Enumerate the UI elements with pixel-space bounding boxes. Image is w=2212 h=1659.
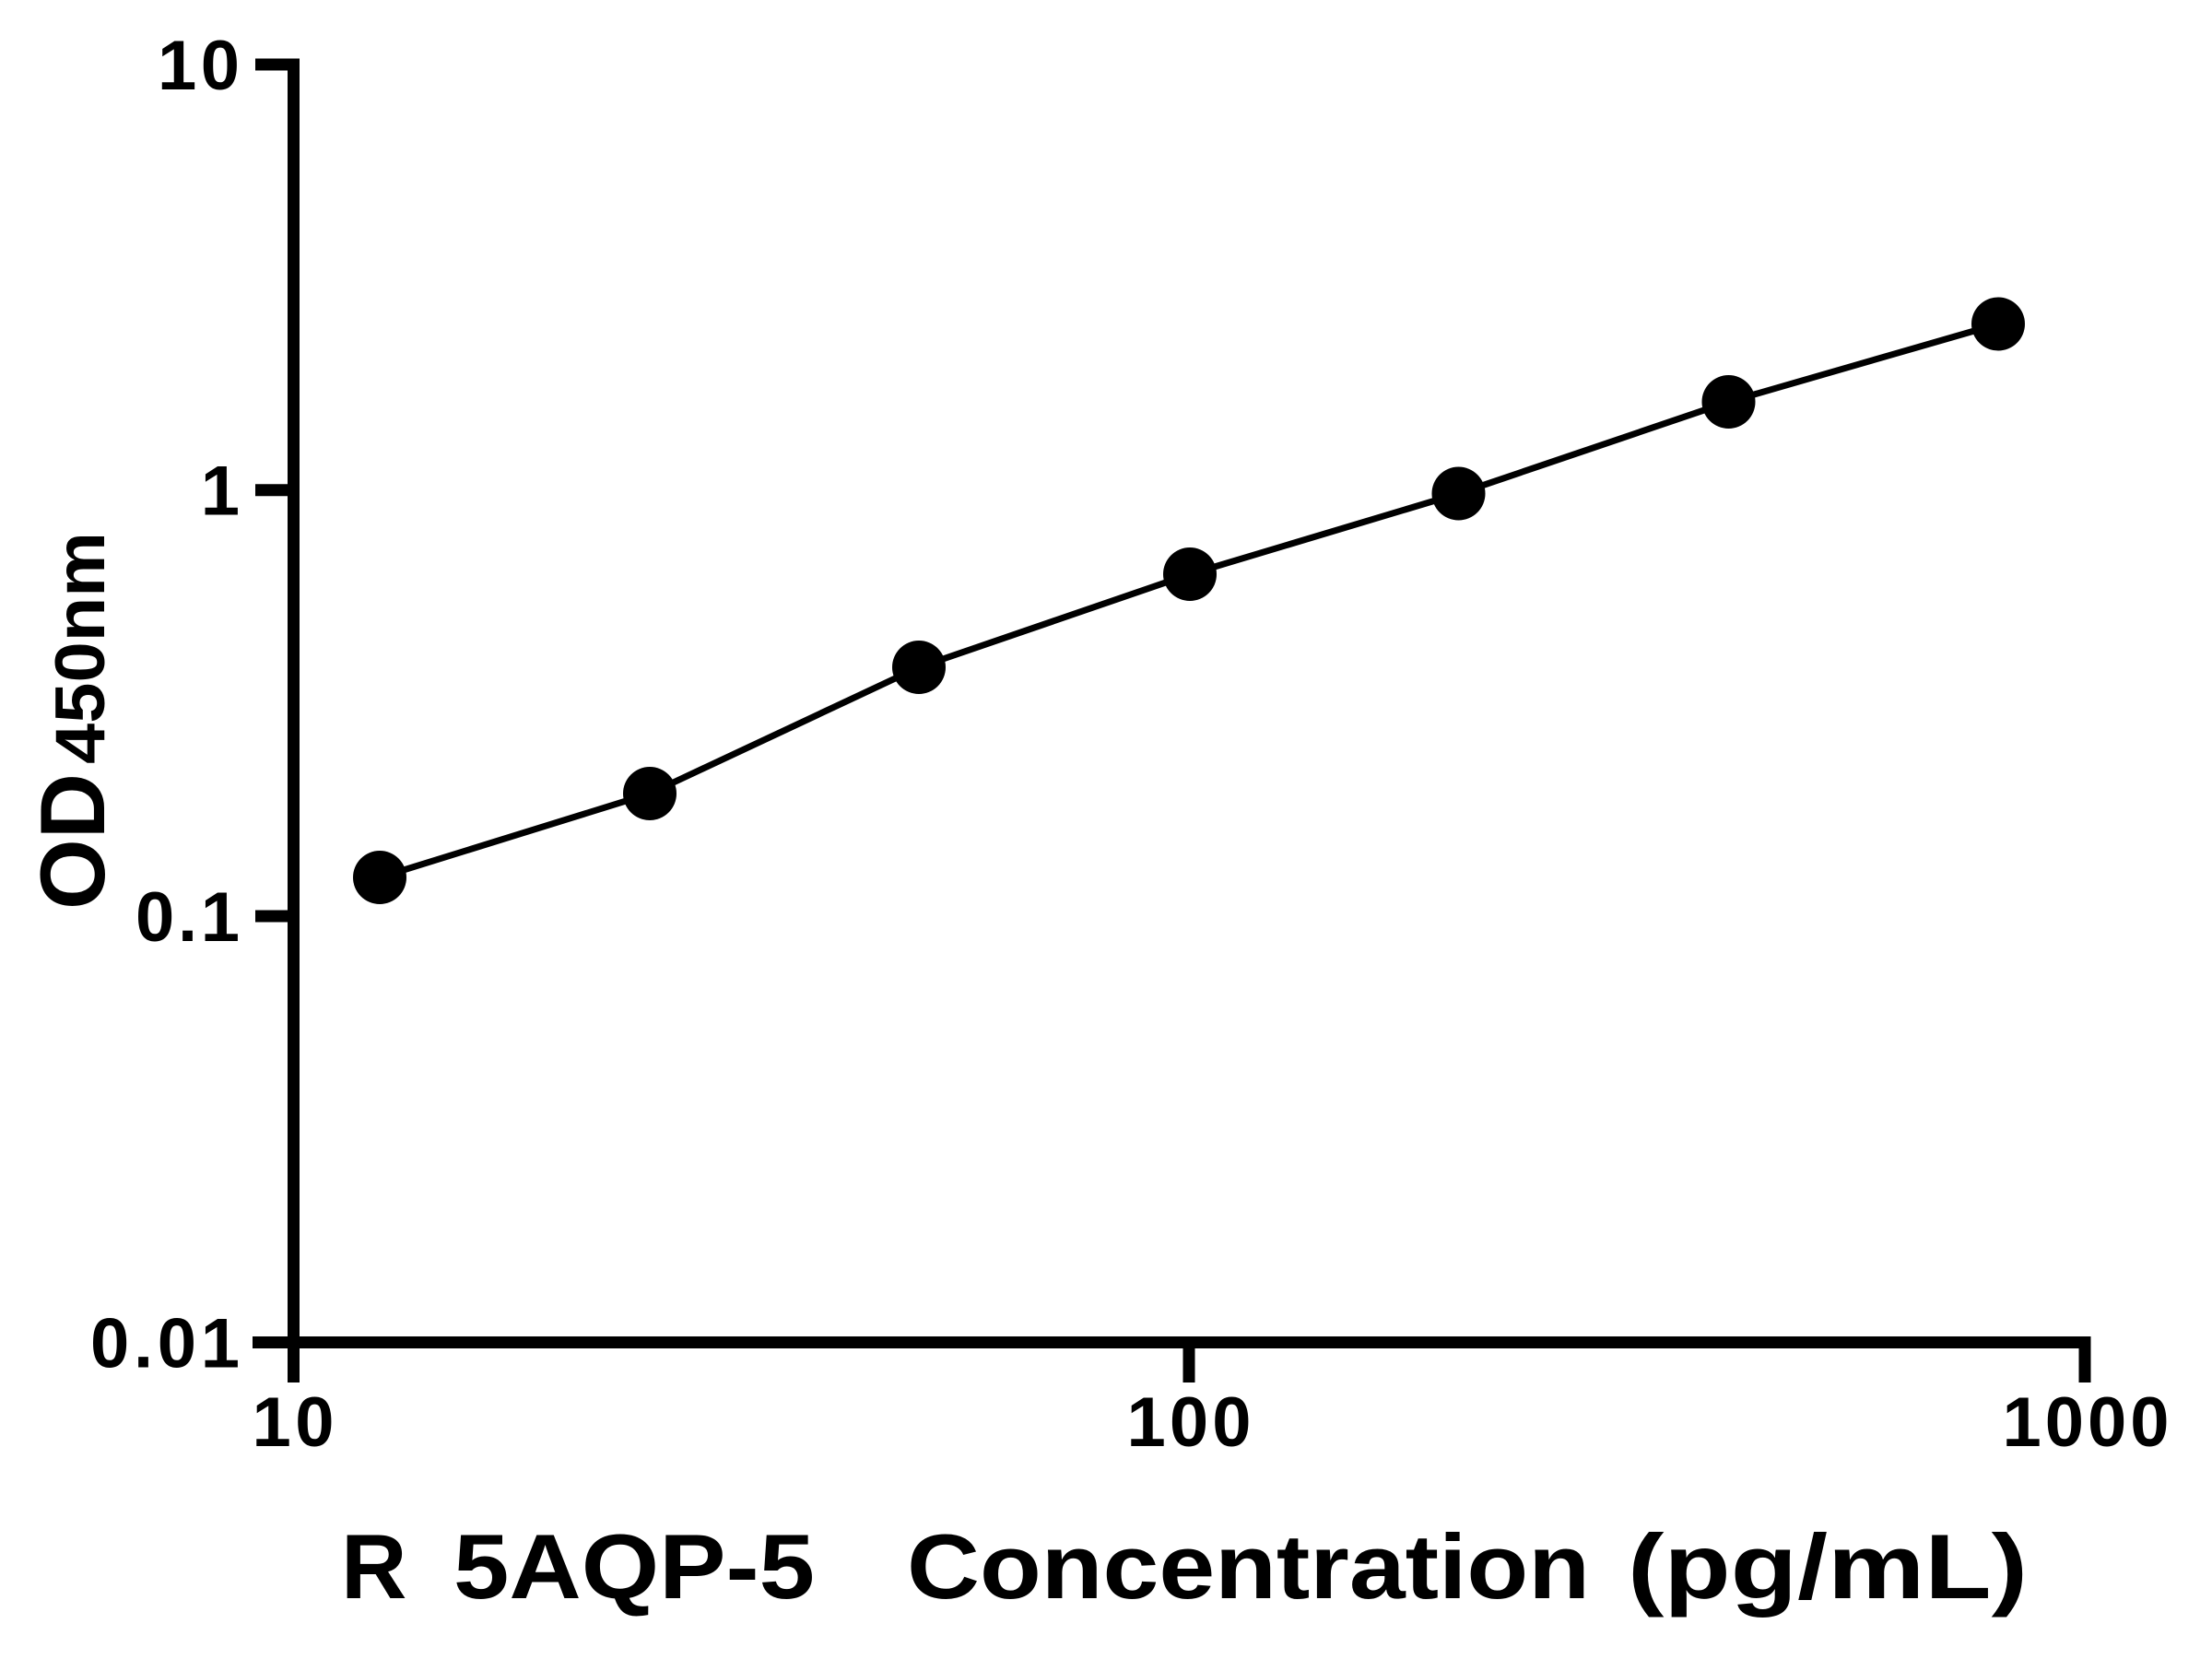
svg-text:0.01: 0.01: [90, 1305, 240, 1383]
svg-text:5AQP-5: 5AQP-5: [453, 1515, 815, 1618]
svg-text:1: 1: [201, 453, 240, 531]
svg-text:(pg/mL): (pg/mL): [1628, 1515, 2028, 1618]
svg-text:OD450nm: OD450nm: [21, 532, 124, 910]
svg-text:100: 100: [1127, 1383, 1252, 1462]
svg-text:R: R: [341, 1515, 407, 1618]
svg-text:0.1: 0.1: [135, 878, 240, 957]
svg-text:Concentration: Concentration: [907, 1515, 1590, 1618]
